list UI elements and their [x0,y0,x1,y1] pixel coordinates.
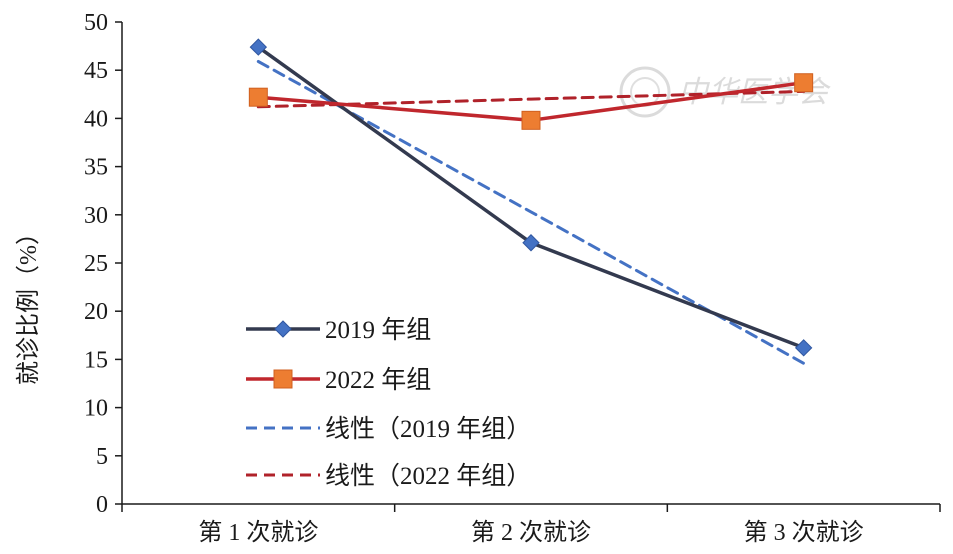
legend-label: 线性（2019 年组） [325,415,531,443]
point-square [248,87,268,107]
watermark-seal-icon [619,66,671,118]
y-tick-label: 5 [96,444,108,470]
point-diamond [794,339,813,357]
y-tick-label: 30 [84,203,108,229]
y-tick-label: 25 [84,251,108,277]
axes: 0 5 10 15 20 25 30 35 40 45 50 第 1 次就诊 第 2 次就诊 第 3 次就… [15,10,941,546]
y-tick-label: 20 [84,299,108,325]
x-category-label: 第 1 次就诊 [198,519,318,546]
legend-label: 2019 年组 [325,316,431,344]
y-tick-label: 35 [84,155,108,181]
point-square [794,73,814,93]
y-tick-label: 0 [96,492,108,518]
legend-marker-diamond [274,320,292,338]
legend-marker-square [273,369,293,389]
y-tick-label: 15 [84,347,108,373]
legend-label: 线性（2022 年组） [325,462,531,490]
legend-label: 2022 年组 [325,366,431,394]
point-diamond [249,38,268,56]
y-tick-label: 40 [84,106,108,132]
y-tick-label: 45 [84,58,108,84]
trendline-3 [256,60,806,365]
series-markers [248,38,814,357]
x-category-label: 第 3 次就诊 [744,519,864,546]
point-diamond [522,234,540,252]
x-category-label: 第 2 次就诊 [471,519,591,546]
y-tick-label: 10 [84,396,108,422]
y-tick-label: 50 [84,10,108,36]
point-square [521,110,541,130]
y-axis-title: 就诊比例（%） [15,221,42,385]
